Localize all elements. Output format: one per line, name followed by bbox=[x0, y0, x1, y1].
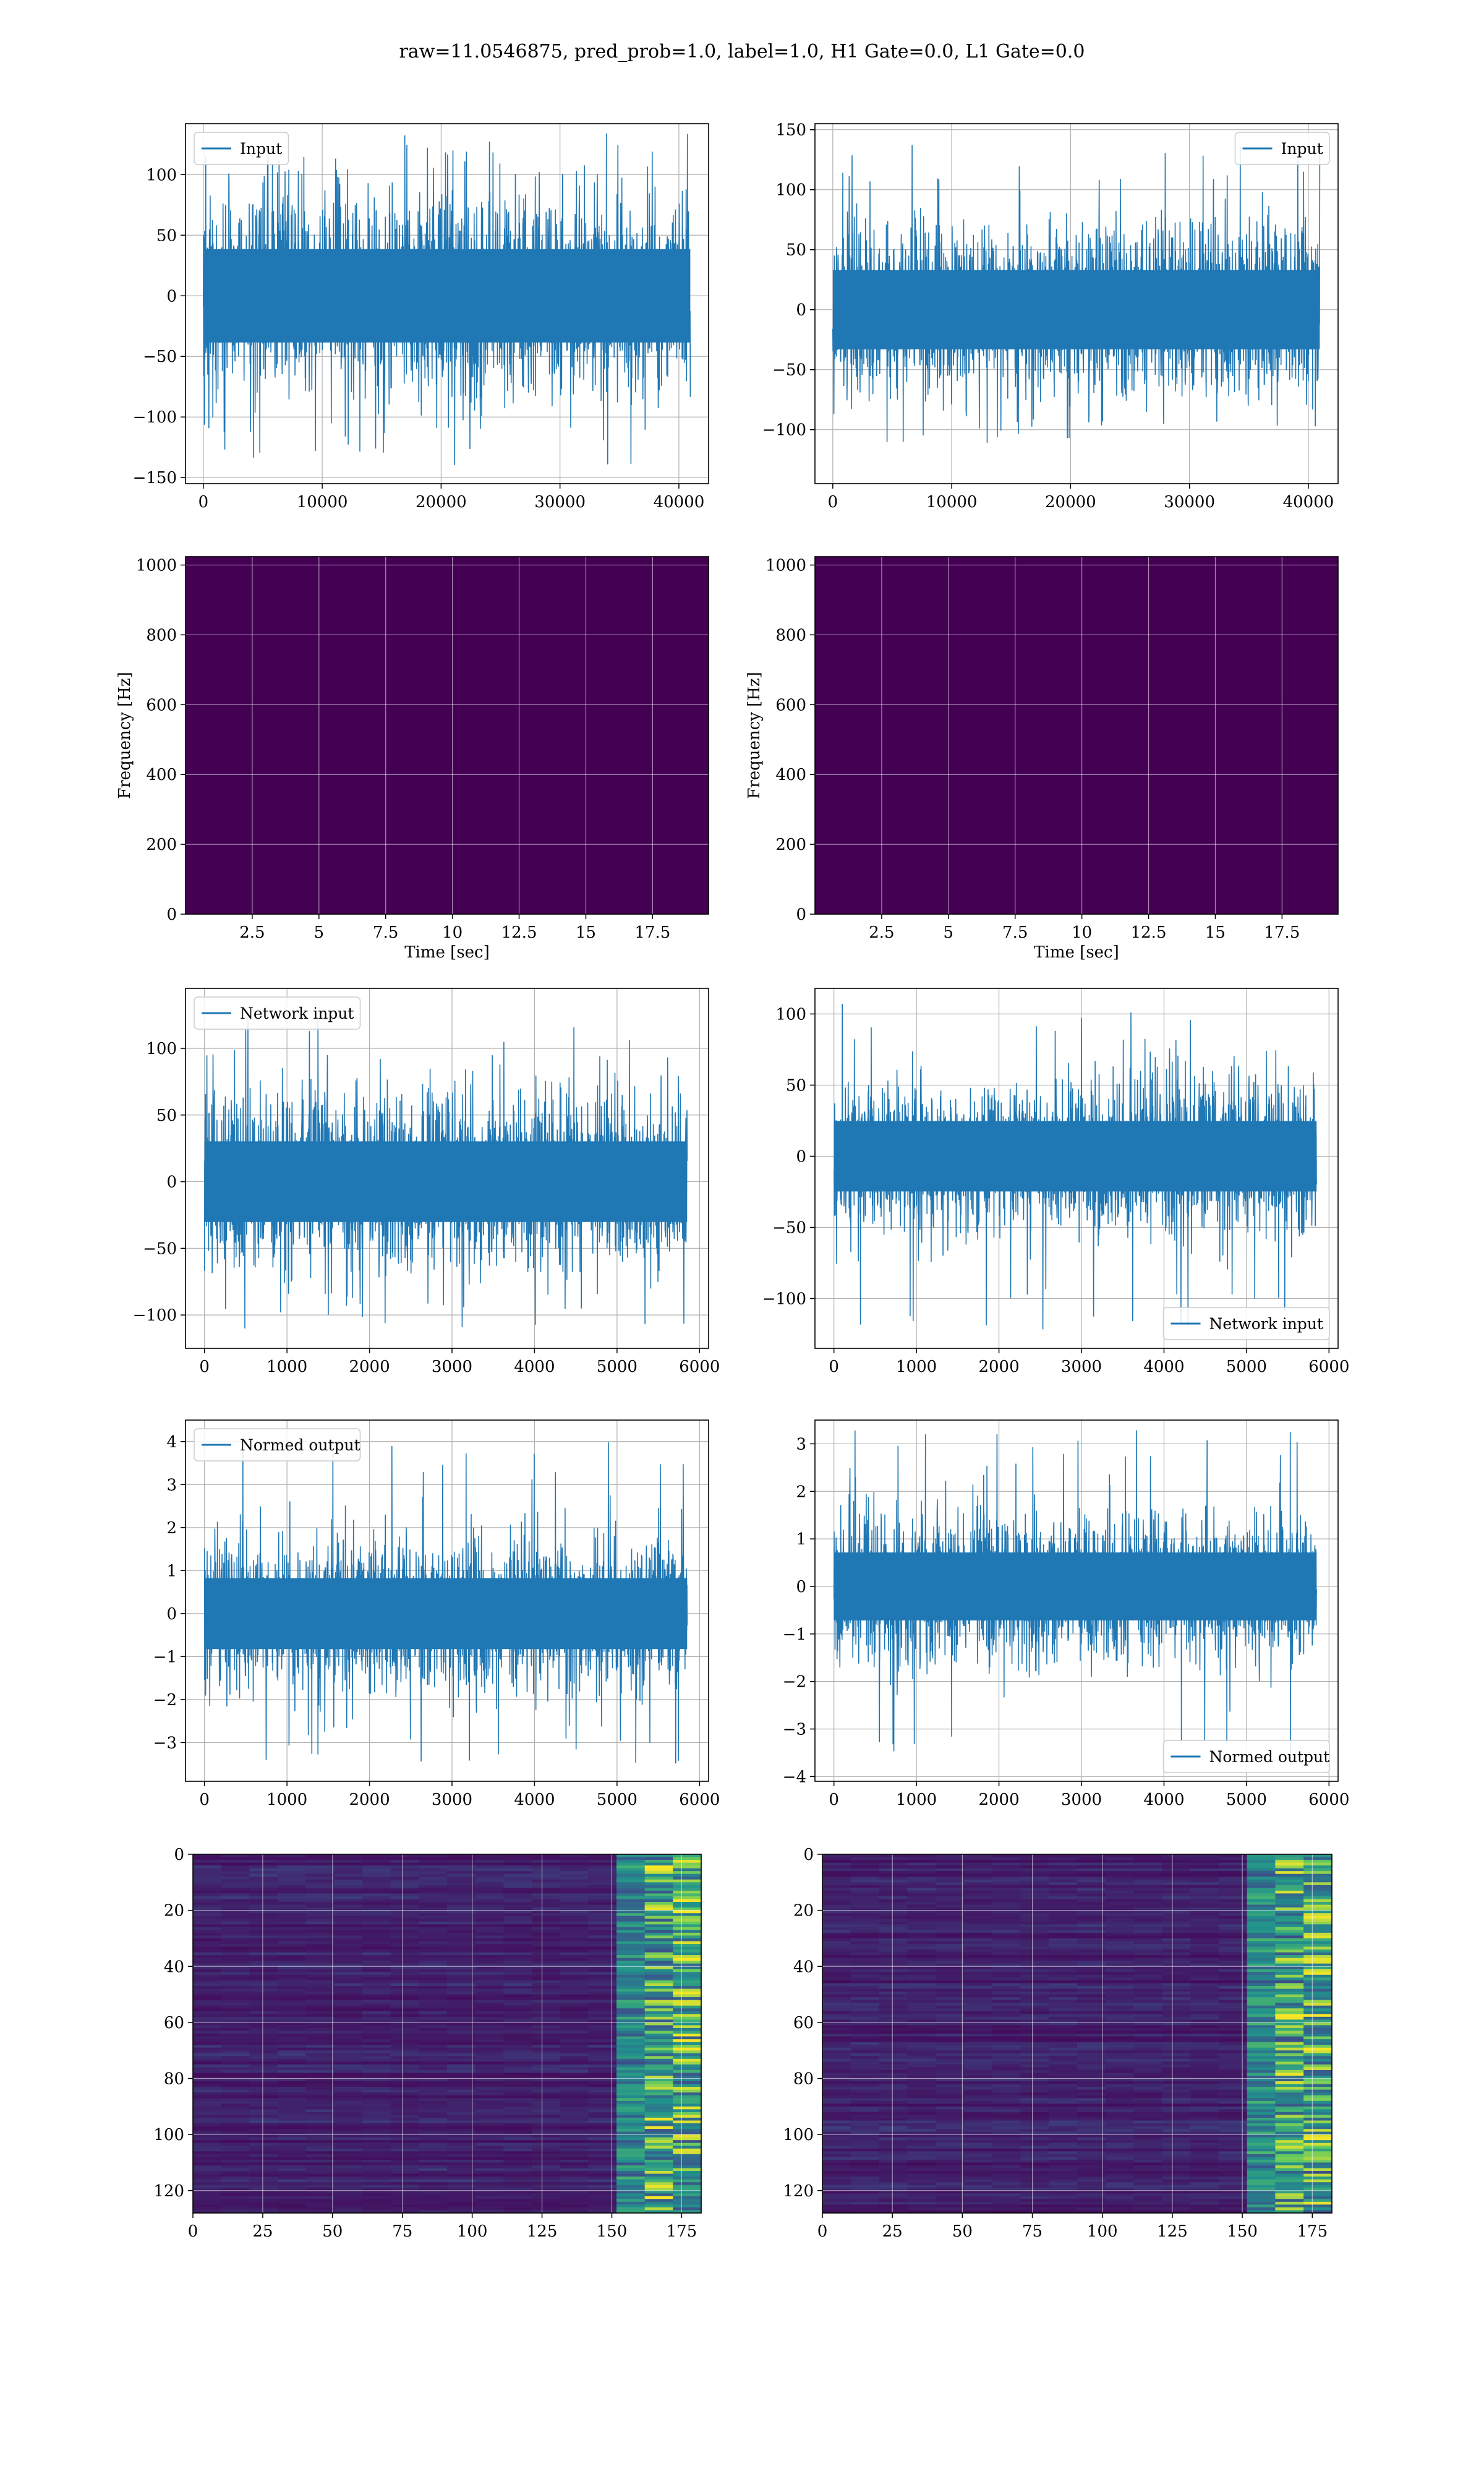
figure-title: raw=11.0546875, pred_prob=1.0, label=1.0… bbox=[399, 41, 1085, 62]
legend-label: Input bbox=[1281, 140, 1323, 158]
y-tick-label: −100 bbox=[762, 421, 806, 440]
chart-r1-right: Input 0 10000 20000 30000 40000 150 100 50 0 −50 −1… bbox=[762, 121, 1339, 511]
x-tick-label: 0 bbox=[828, 493, 838, 511]
y-tick-label: 50 bbox=[156, 226, 177, 245]
x-tick-label: 5 bbox=[314, 923, 325, 942]
x-tick-label: 10 bbox=[442, 923, 463, 942]
y-tick-label: −50 bbox=[772, 361, 806, 380]
y-tick-label: −150 bbox=[133, 469, 177, 487]
y-tick-label: −50 bbox=[143, 348, 177, 366]
chart-r1-left: Input 0 10000 20000 30000 40000 100 50 0 −50 −100 −… bbox=[133, 123, 709, 511]
x-tick-label: 20000 bbox=[416, 493, 467, 511]
heatmap-background bbox=[815, 557, 1338, 914]
y-tick-label: 0 bbox=[166, 905, 177, 924]
y-tick-label: 0 bbox=[796, 301, 806, 320]
x-tick-label: 0 bbox=[198, 493, 209, 511]
series-band bbox=[203, 249, 691, 343]
x-axis-label: Time [sec] bbox=[404, 943, 490, 962]
x-tick-label: 40000 bbox=[1283, 493, 1334, 511]
axes-frame bbox=[185, 556, 709, 915]
legend-frame bbox=[1234, 132, 1330, 165]
x-tick-label: 2.5 bbox=[239, 923, 265, 942]
x-tick-label: 7.5 bbox=[373, 923, 398, 942]
x-tick-label: 20000 bbox=[1045, 493, 1096, 511]
legend-label: Input bbox=[240, 140, 282, 158]
axes-frame bbox=[814, 123, 1339, 484]
y-tick-label: 400 bbox=[146, 766, 177, 784]
y-tick-label: 600 bbox=[146, 696, 177, 714]
legend: Input bbox=[194, 132, 289, 165]
x-tick-label: 12.5 bbox=[501, 923, 537, 942]
chart-r2-left: 2.5 5 7.5 10 12.5 15 17.5 0 200 400 600 800 1000 Time… bbox=[116, 556, 709, 962]
legend: Input bbox=[1234, 132, 1330, 165]
chart-r2-right: 2.5 5 7.5 10 12.5 15 17.502004006008001000Time… bbox=[745, 556, 1339, 962]
y-tick-label: 100 bbox=[146, 166, 177, 184]
x-tick-label: 40000 bbox=[654, 493, 705, 511]
x-tick-label: 30000 bbox=[534, 493, 586, 511]
y-tick-label: −100 bbox=[133, 408, 177, 427]
y-tick-label: 200 bbox=[146, 836, 177, 854]
y-tick-label: 50 bbox=[786, 241, 806, 260]
x-tick-label: 10000 bbox=[926, 493, 978, 511]
y-tick-label: 0 bbox=[166, 287, 177, 306]
x-tick-label: 30000 bbox=[1164, 493, 1215, 511]
legend-frame bbox=[194, 132, 289, 165]
y-tick-label: 800 bbox=[146, 626, 177, 644]
axes-frame bbox=[185, 123, 709, 484]
y-tick-label: 100 bbox=[775, 181, 806, 200]
series-band bbox=[832, 270, 1320, 349]
y-tick-label: 1000 bbox=[136, 557, 177, 575]
x-tick-label: 15 bbox=[576, 923, 596, 942]
heatmap-background bbox=[186, 557, 709, 914]
y-tick-label: 150 bbox=[775, 121, 806, 140]
x-tick-label: 10000 bbox=[297, 493, 348, 511]
y-axis-label: Frequency [Hz] bbox=[116, 672, 134, 799]
x-tick-label: 17.5 bbox=[634, 923, 670, 942]
